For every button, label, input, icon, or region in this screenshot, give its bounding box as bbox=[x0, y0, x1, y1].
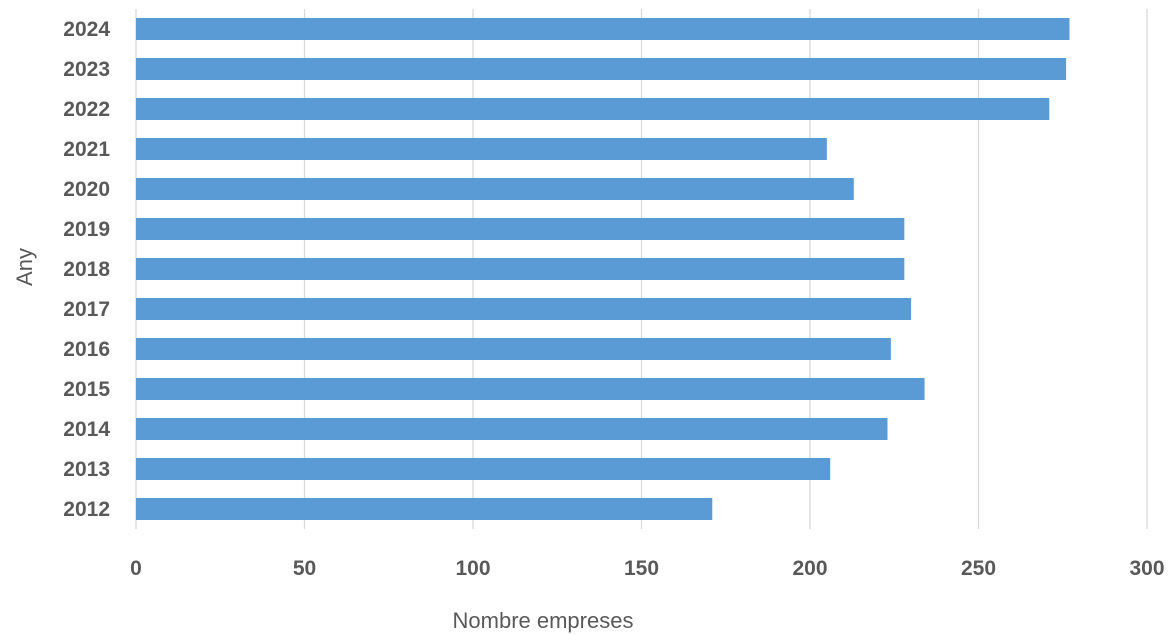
y-tick-label: 2014 bbox=[63, 418, 110, 441]
x-tick-label: 250 bbox=[961, 557, 996, 580]
y-tick-label: 2019 bbox=[63, 218, 110, 241]
y-tick-label: 2017 bbox=[63, 298, 110, 321]
x-tick-label: 300 bbox=[1129, 557, 1164, 580]
bar-2023 bbox=[136, 58, 1067, 80]
bar-2021 bbox=[136, 138, 827, 160]
y-tick-label: 2022 bbox=[63, 98, 110, 121]
x-tick-labels: 0 50 100 150 200 250 300 bbox=[130, 557, 1164, 580]
bar-2012 bbox=[136, 498, 713, 520]
bar-2022 bbox=[136, 98, 1050, 120]
y-tick-label: 2024 bbox=[63, 18, 110, 41]
bar-2019 bbox=[136, 218, 905, 240]
x-tick-label: 50 bbox=[293, 557, 316, 580]
bar-2024 bbox=[136, 18, 1070, 40]
x-tick-label: 200 bbox=[792, 557, 827, 580]
x-tick-label: 100 bbox=[455, 557, 490, 580]
x-tick-label: 150 bbox=[624, 557, 659, 580]
y-tick-label: 2012 bbox=[63, 498, 110, 521]
bar-2013 bbox=[136, 458, 831, 480]
bar-2020 bbox=[136, 178, 854, 200]
x-axis-title: Nombre empreses bbox=[453, 608, 634, 633]
y-tick-label: 2021 bbox=[63, 138, 110, 161]
bars bbox=[136, 18, 1070, 520]
y-axis-title: Any bbox=[12, 248, 37, 286]
y-tick-label: 2018 bbox=[63, 258, 110, 281]
bar-2014 bbox=[136, 418, 888, 440]
bar-2015 bbox=[136, 378, 925, 400]
y-tick-labels: 2012 2013 2014 2015 2016 2017 2018 2019 2020 2021… bbox=[63, 18, 110, 521]
y-tick-label: 2023 bbox=[63, 58, 110, 81]
bar-2017 bbox=[136, 298, 912, 320]
x-tick-label: 0 bbox=[130, 557, 142, 580]
y-tick-label: 2015 bbox=[63, 378, 110, 401]
y-tick-label: 2020 bbox=[63, 178, 110, 201]
bar-2018 bbox=[136, 258, 905, 280]
y-tick-label: 2016 bbox=[63, 338, 110, 361]
bar-2016 bbox=[136, 338, 891, 360]
y-tick-label: 2013 bbox=[63, 458, 110, 481]
